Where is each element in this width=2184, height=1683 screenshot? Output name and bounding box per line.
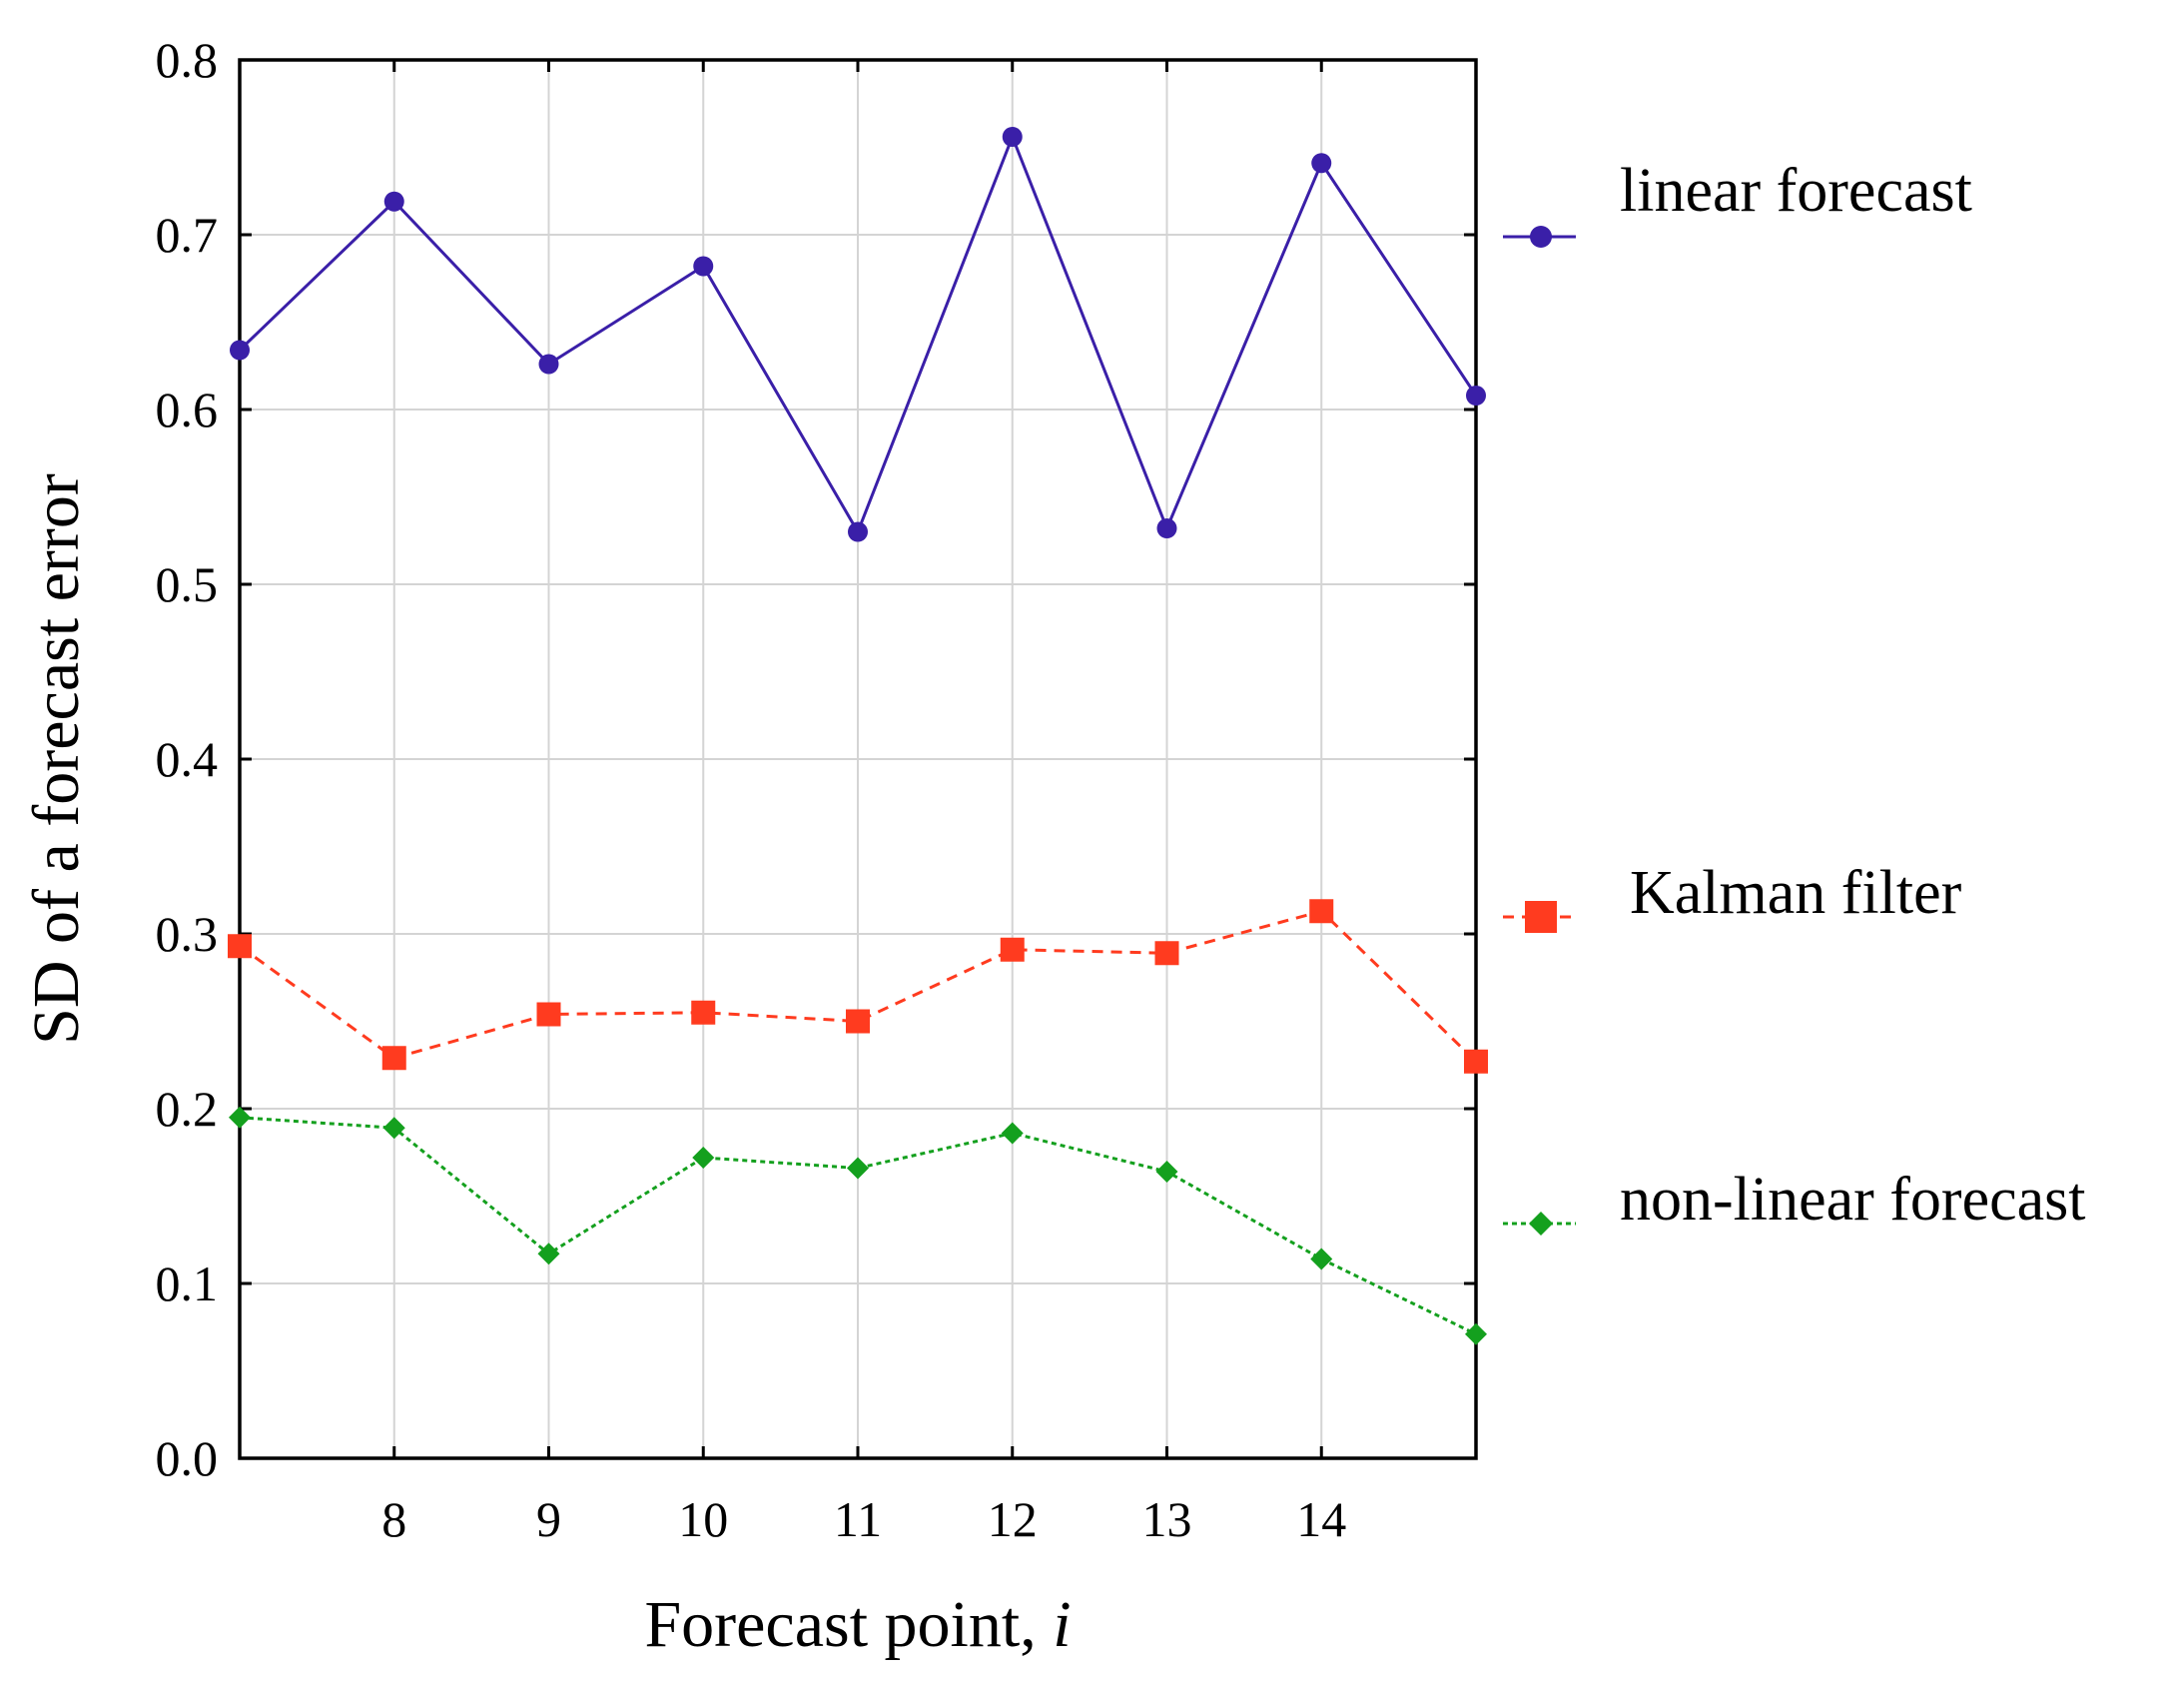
legend-item-non-linear-forecast: non-linear forecast bbox=[1503, 1166, 2085, 1236]
non-linear-forecast-line bbox=[239, 1116, 1477, 1336]
non-linear-forecast-point bbox=[537, 1243, 560, 1265]
legend-swatch-marker bbox=[1525, 901, 1557, 933]
y-axis-title: SD of a forecast error bbox=[20, 473, 93, 1045]
non-linear-forecast-point bbox=[692, 1147, 715, 1169]
kalman-filter-point bbox=[1000, 937, 1025, 962]
linear-forecast-point bbox=[538, 354, 559, 375]
kalman-filter-point bbox=[846, 1009, 870, 1034]
legend-item-linear-forecast: linear forecast bbox=[1503, 157, 1972, 248]
legend: linear forecast Kalman filter non-linear f… bbox=[1503, 157, 2085, 1236]
linear-forecast-series bbox=[230, 127, 1486, 542]
x-tick-label: 10 bbox=[678, 1491, 728, 1547]
y-tick-label: 0.4 bbox=[156, 731, 219, 787]
non-linear-forecast-point bbox=[1310, 1248, 1333, 1270]
linear-forecast-point bbox=[1311, 153, 1332, 174]
legend-item-kalman-filter: Kalman filter bbox=[1503, 859, 1962, 933]
kalman-filter-point bbox=[536, 1002, 561, 1027]
series-layer bbox=[228, 127, 1488, 1345]
x-tick-label: 13 bbox=[1142, 1491, 1192, 1547]
y-tick-label: 0.0 bbox=[156, 1430, 219, 1486]
non-linear-forecast-point bbox=[229, 1106, 251, 1129]
legend-label: non-linear forecast bbox=[1620, 1166, 2085, 1234]
linear-forecast-point bbox=[383, 191, 404, 212]
kalman-filter-point bbox=[691, 1000, 716, 1025]
legend-label: Kalman filter bbox=[1630, 859, 1962, 927]
linear-forecast-point bbox=[1156, 518, 1177, 538]
y-tick-label: 0.8 bbox=[156, 32, 219, 88]
kalman-filter-point bbox=[1309, 899, 1334, 924]
non-linear-forecast-point bbox=[1001, 1122, 1024, 1145]
kalman-filter-point bbox=[381, 1046, 406, 1071]
kalman-filter-point bbox=[228, 934, 252, 959]
y-tick-label: 0.5 bbox=[156, 556, 219, 612]
linear-forecast-point bbox=[1002, 127, 1023, 147]
x-axis-title: Forecast point, i bbox=[644, 1588, 1071, 1661]
legend-swatch-marker bbox=[1530, 226, 1552, 248]
linear-forecast-point bbox=[848, 521, 868, 542]
ticks-layer: 0.0 0.1 0.2 0.3 0.4 0.5 0.6 0.7 0.8 8 9 10 11 12 13 14 bbox=[156, 32, 1476, 1547]
linear-forecast-point bbox=[693, 256, 714, 277]
kalman-filter-point bbox=[1154, 941, 1179, 966]
x-tick-label: 14 bbox=[1296, 1491, 1346, 1547]
x-tick-label: 8 bbox=[381, 1491, 406, 1547]
non-linear-forecast-point bbox=[847, 1157, 869, 1180]
kalman-filter-point bbox=[1464, 1049, 1488, 1074]
y-tick-label: 0.7 bbox=[156, 207, 219, 263]
y-tick-label: 0.6 bbox=[156, 382, 219, 437]
linear-forecast-point bbox=[1466, 386, 1486, 406]
legend-swatch-marker bbox=[1529, 1212, 1553, 1236]
legend-label: linear forecast bbox=[1620, 157, 1972, 225]
x-tick-label: 9 bbox=[536, 1491, 561, 1547]
non-linear-forecast-point bbox=[1465, 1322, 1487, 1345]
x-tick-label: 12 bbox=[988, 1491, 1038, 1547]
x-tick-label: 11 bbox=[834, 1491, 882, 1547]
kalman-filter-series bbox=[228, 899, 1488, 1074]
plot-frame bbox=[238, 58, 1478, 1460]
x-axis-title-variable: i bbox=[1053, 1588, 1071, 1661]
y-tick-label: 0.1 bbox=[156, 1256, 219, 1311]
grid-layer bbox=[240, 60, 1476, 1458]
non-linear-forecast-series bbox=[229, 1106, 1487, 1345]
y-tick-label: 0.2 bbox=[156, 1081, 219, 1137]
x-axis-title-main: Forecast point, bbox=[644, 1588, 1053, 1661]
linear-forecast-point bbox=[230, 340, 250, 361]
y-tick-label: 0.3 bbox=[156, 906, 219, 962]
kalman-filter-line bbox=[239, 909, 1478, 1063]
non-linear-forecast-point bbox=[382, 1117, 405, 1140]
non-linear-forecast-point bbox=[1155, 1161, 1178, 1183]
